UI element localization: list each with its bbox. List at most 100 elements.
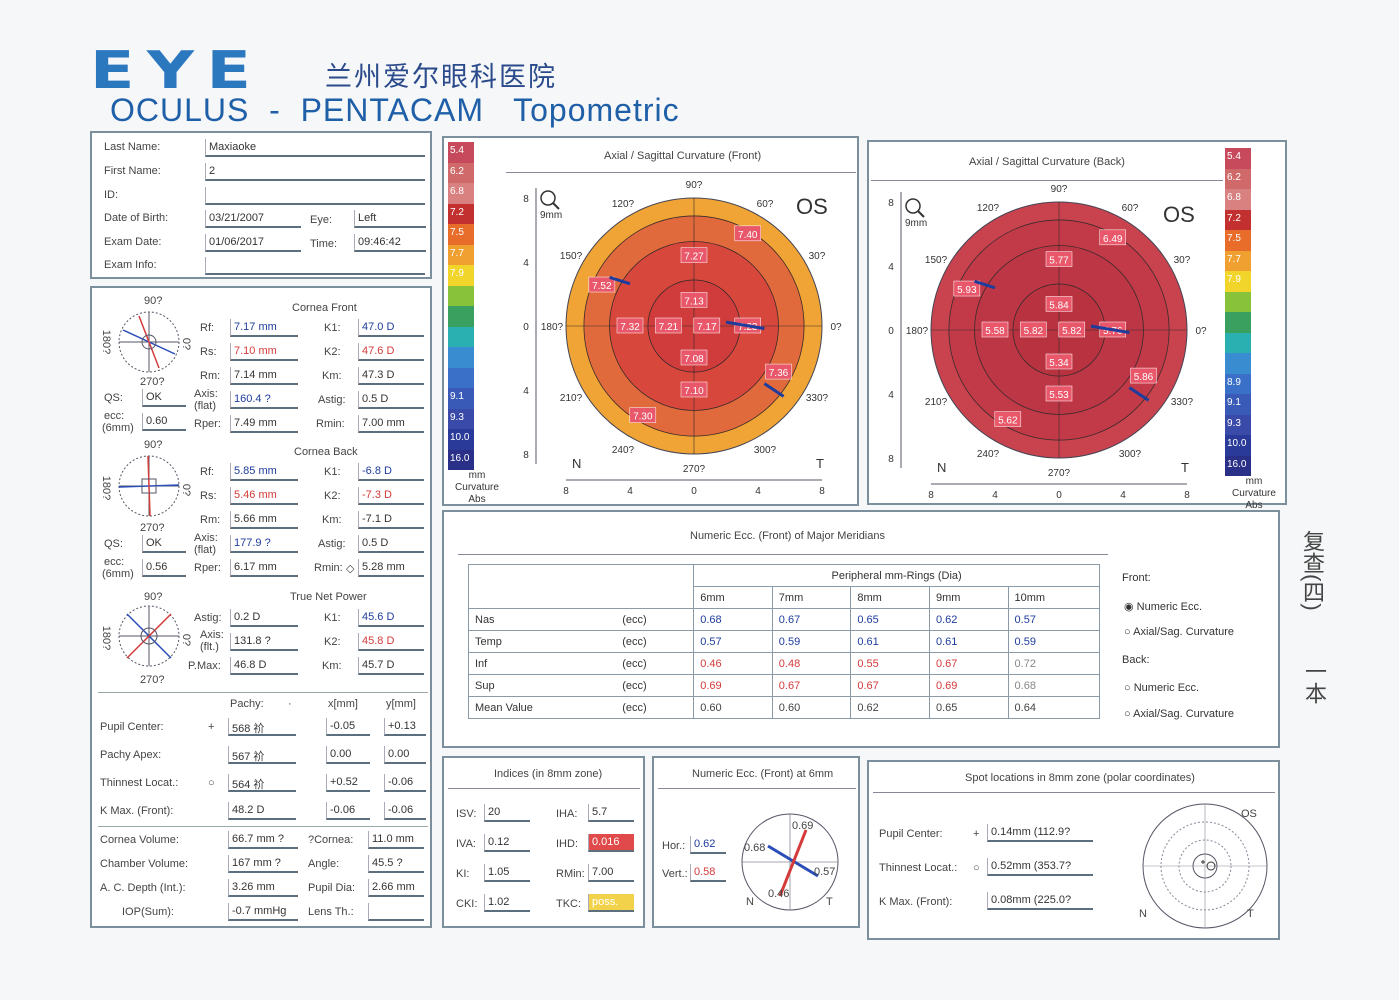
map-value-box: [680, 349, 708, 366]
cf-axis-sub: (flat): [194, 400, 216, 412]
cf-rs-value: 7.10 mm: [230, 343, 298, 361]
ecc-row-name: Inf: [468, 652, 617, 675]
map-y-tick: 0: [888, 326, 894, 337]
tnp-axis-label: Axis:: [200, 629, 224, 641]
scale-cell: 6.8: [1225, 189, 1251, 210]
map-value-label: 7.27: [684, 252, 704, 263]
back-axial-radio[interactable]: ○ Axial/Sag. Curvature: [1124, 708, 1234, 720]
exam-date-label: Exam Date:: [104, 236, 162, 248]
pachy-row-label: Pupil Center:: [100, 721, 164, 733]
ecc-value-cell: 0.68: [693, 608, 773, 631]
cf-qs-value: OK: [142, 389, 186, 407]
scale-unit: mm: [468, 470, 486, 481]
left-data-panel: Cornea Front 90? 270? 180? 0? Rf: 7.17 m…: [90, 286, 432, 928]
ecc-row-unit: (ecc): [616, 608, 695, 631]
map-angle-label: 90?: [1051, 184, 1068, 195]
cb-k2-value: -7.3 D: [358, 487, 424, 505]
magnifier-icon-handle: [552, 202, 560, 210]
spot-thinnest-value: 0.52mm (353.7?: [987, 858, 1093, 876]
magnifier-icon[interactable]: [540, 190, 556, 206]
map-t-label: T: [1181, 460, 1189, 475]
pachy-row-value: 48.2 D: [228, 802, 296, 820]
ecc-row-unit: (ecc): [616, 696, 695, 719]
tnp-km-label: Km:: [322, 660, 342, 672]
cf-rm-label: Rm:: [200, 370, 221, 382]
spot-pupil-symbol: +: [973, 828, 980, 840]
true-net-power-title: True Net Power: [290, 591, 367, 603]
tnp-compass-top: 90?: [144, 591, 163, 603]
map-value-box: [1020, 321, 1047, 338]
map-value-box: [1045, 296, 1073, 312]
map-y-tick: 4: [523, 258, 529, 269]
eye-field: Left: [354, 210, 426, 228]
ecc-value-cell: 0.59: [1007, 630, 1101, 653]
map-angle-label: 90?: [686, 180, 703, 191]
ecc-row-unit: (ecc): [616, 652, 695, 675]
indices-panel: Indices (in 8mm zone) ISV: 20 IVA: 0.12 …: [442, 756, 645, 928]
map-y-tick: 8: [523, 194, 529, 205]
id-label: ID:: [104, 189, 119, 201]
ecc-value-cell: 0.62: [850, 696, 930, 719]
cb-ecc-label: ecc:: [104, 556, 125, 568]
cornea-back-title: Cornea Back: [294, 446, 358, 458]
map-value-label: 5.58: [985, 326, 1005, 337]
angle-value: 45.5 ?: [368, 855, 424, 873]
cornea-volume-label: Cornea Volume:: [100, 834, 179, 846]
map-angle-label: 180?: [541, 322, 564, 333]
tnp-km-value: 45.7 D: [358, 657, 424, 675]
tnp-k1-value: 45.6 D: [358, 609, 424, 627]
map-angle-label: 240?: [612, 445, 635, 456]
tkc-value: poss.: [588, 894, 634, 912]
iva-label: IVA:: [456, 838, 476, 850]
ecc-value-cell: 0.65: [850, 608, 930, 631]
rmin-index-label: RMin:: [556, 868, 585, 880]
cb-k2-label: K2:: [324, 490, 341, 502]
ecc-value-cell: 0.61: [928, 630, 1009, 653]
front-axial-radio[interactable]: ○ Axial/Sag. Curvature: [1124, 626, 1234, 638]
map-value-label: 5.84: [1049, 300, 1069, 311]
ecc-value-cell: 0.61: [850, 630, 930, 653]
angle-label: Angle:: [308, 858, 340, 870]
tnp-k1-label: K1:: [324, 612, 341, 624]
isv-label: ISV:: [456, 808, 477, 820]
magnifier-icon[interactable]: [905, 198, 921, 214]
map-value-box: [1058, 321, 1086, 338]
cf-axis-label: Axis:: [194, 388, 218, 400]
map-zoom-label: 9mm: [540, 210, 562, 221]
pachy-row-y: -0.06: [384, 802, 426, 820]
axis-marker: [974, 279, 996, 290]
cb-rper-value: 6.17 mm: [230, 559, 298, 577]
map-angle-label: 240?: [977, 449, 1000, 460]
scale-cell: 7.5: [1225, 230, 1251, 251]
axis-marker: [1090, 324, 1130, 335]
map-angle-label: 150?: [560, 251, 583, 262]
cf-rf-value: 7.17 mm: [230, 319, 298, 337]
back-numeric-ecc-radio[interactable]: ○ Numeric Ecc.: [1124, 682, 1199, 694]
map-value-box: [981, 321, 1009, 338]
ecc-value-cell: 0.48: [771, 652, 852, 675]
map-zoom-label: 9mm: [905, 218, 927, 229]
cf-rf-label: Rf:: [200, 322, 215, 334]
ecc-ring-header: 9mm: [928, 586, 1009, 609]
ecc6-hor-label: Hor.:: [662, 840, 686, 852]
tnp-compass-right: 0?: [180, 633, 193, 647]
map-value-label: 7.10: [684, 386, 704, 397]
cf-ecc-value: 0.60: [142, 413, 186, 431]
pachy-row-x: 0.00: [326, 746, 370, 764]
cf-k1-value: 47.0 D: [358, 319, 424, 337]
tkc-label: TKC:: [556, 898, 582, 910]
ecc6-t-label: T: [826, 896, 833, 908]
scale-cell: 6.2: [448, 162, 474, 183]
table-row: Temp (ecc) 0.57 0.59 0.61 0.61 0.59: [468, 630, 1101, 653]
scale-cell: 9.1: [448, 388, 474, 409]
ecc-value-cell: 0.67: [771, 608, 852, 631]
ecc-value-cell: 0.64: [1007, 696, 1101, 719]
front-numeric-ecc-radio[interactable]: ◉ Numeric Ecc.: [1124, 600, 1202, 613]
map-value-box: [655, 317, 682, 334]
map-value-box: [734, 225, 762, 242]
cornea-volume-value: 66.7 mm ?: [228, 831, 298, 849]
map-t-label: T: [816, 456, 824, 471]
axis-marker: [1128, 386, 1150, 402]
ecc-row-name: Nas: [468, 608, 617, 631]
map-value-box: [1045, 353, 1073, 370]
